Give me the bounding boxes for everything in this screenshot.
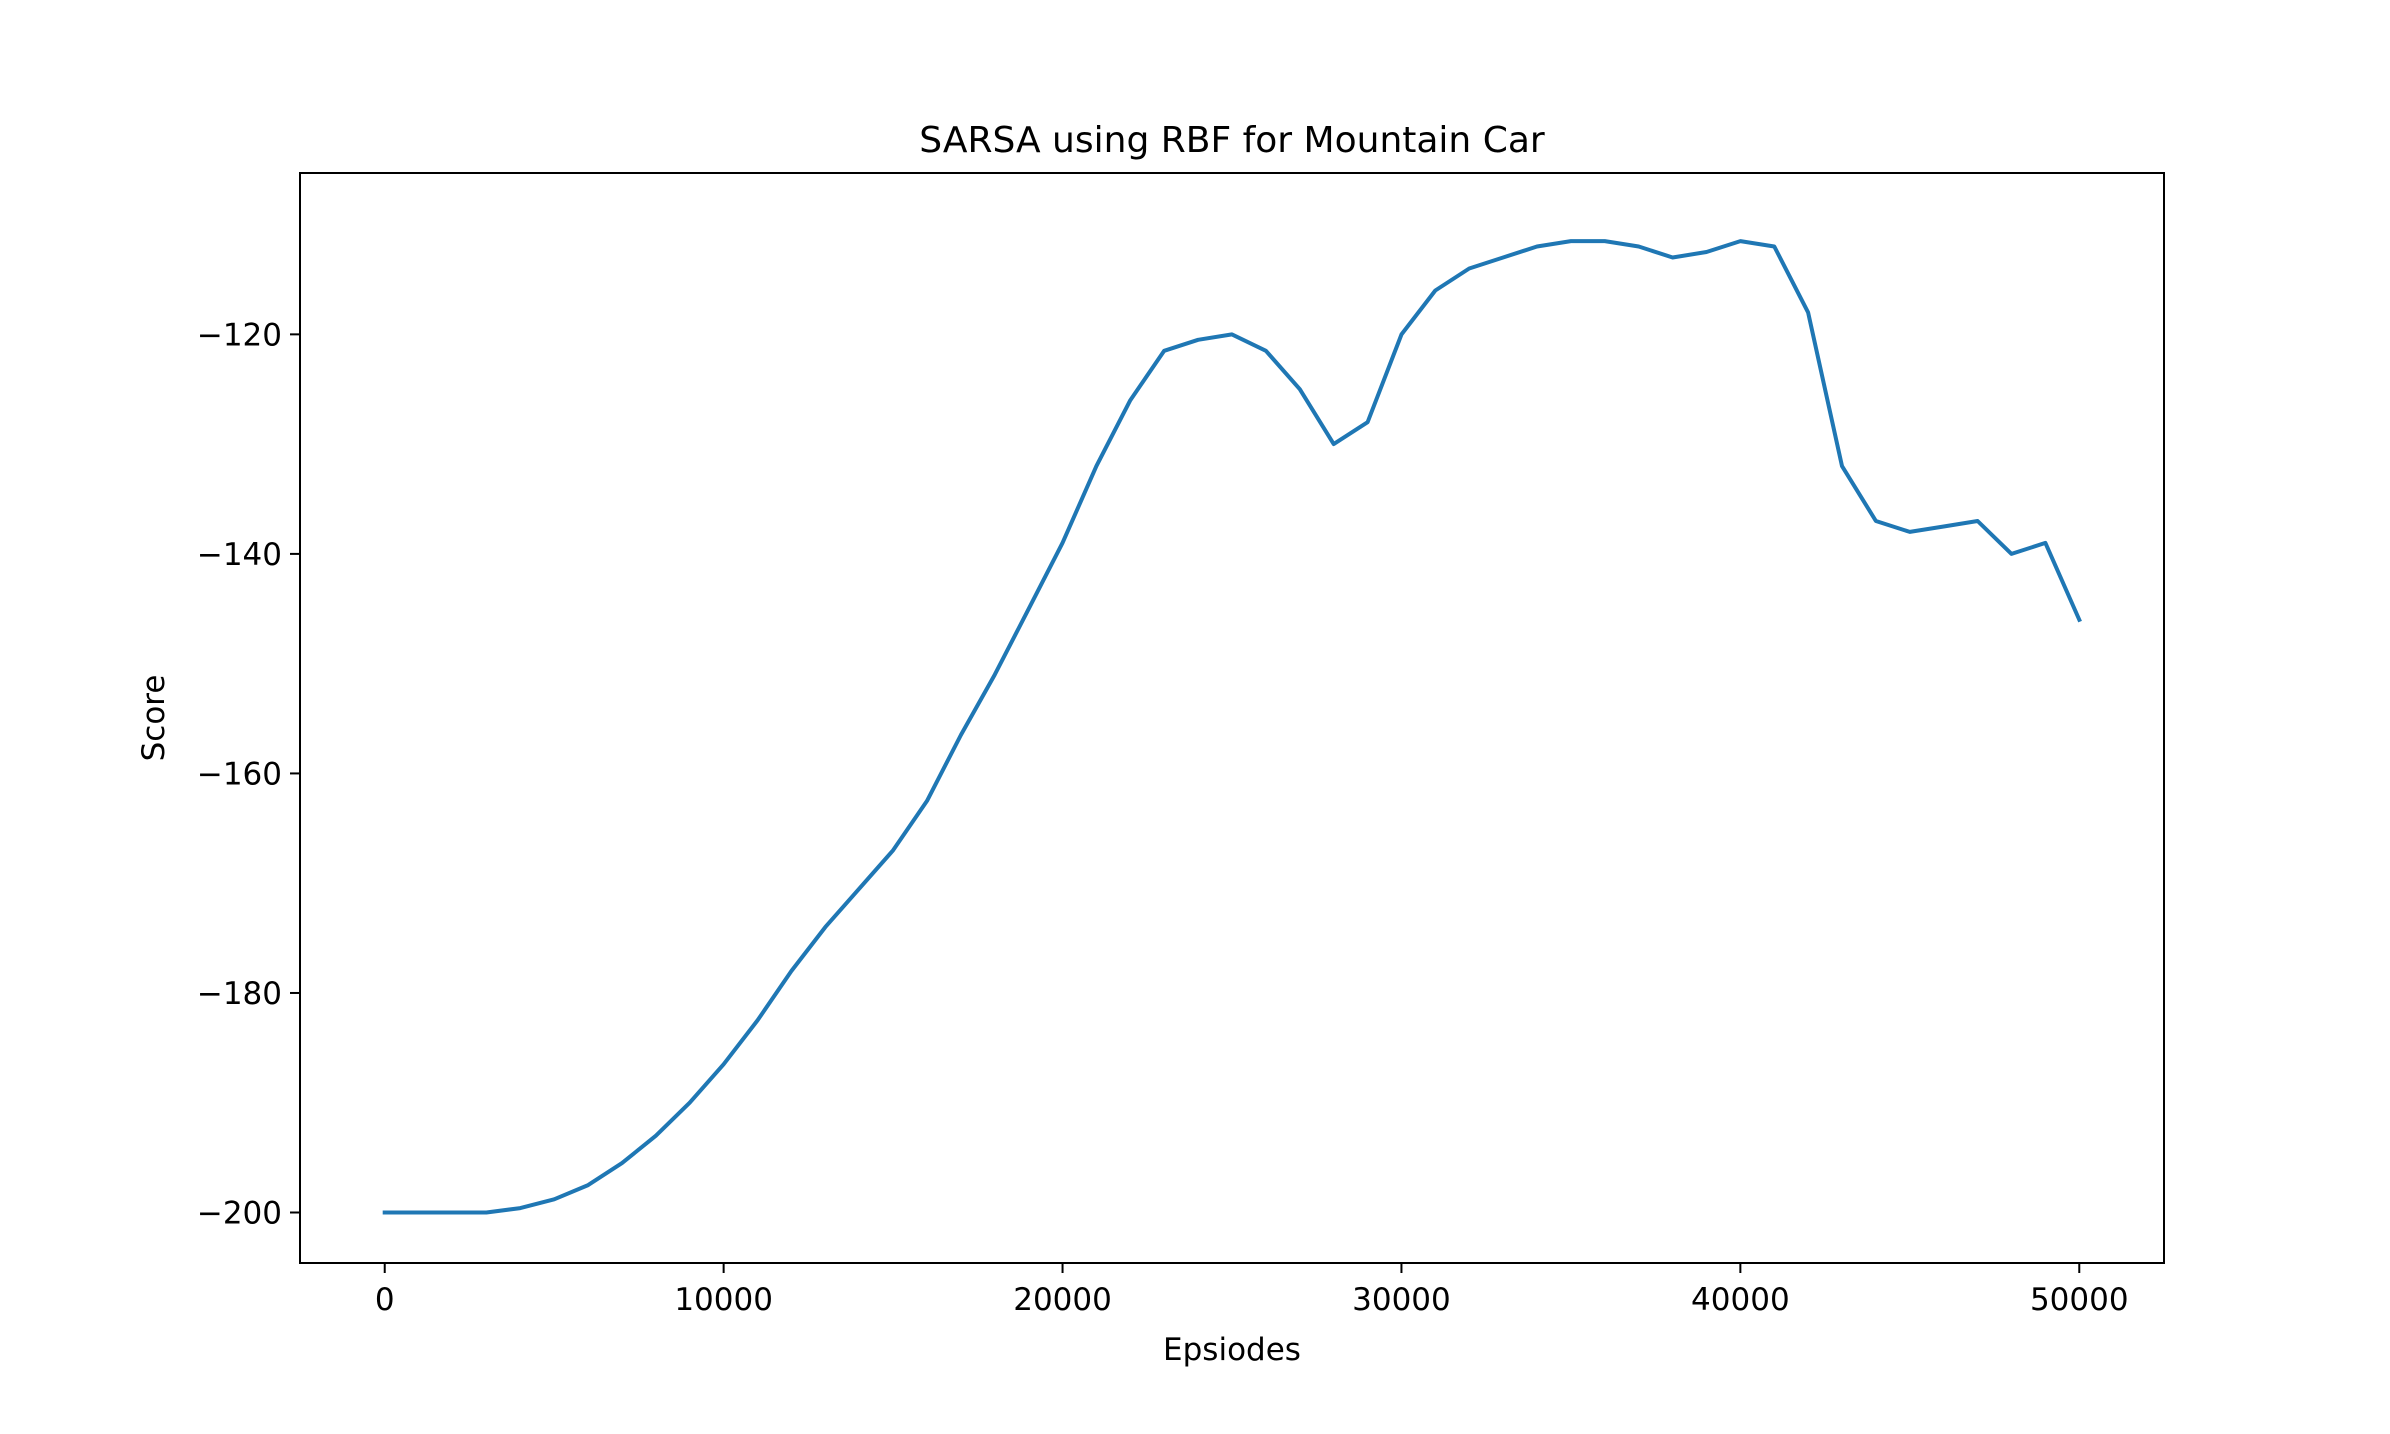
y-tick-label: −160 [197, 756, 282, 792]
plot-frame [299, 172, 2165, 1264]
x-tick-label: 50000 [2030, 1282, 2129, 1318]
y-axis-label: Score [136, 675, 172, 762]
x-axis-label: Epsiodes [1163, 1332, 1301, 1368]
series-line-0 [382, 239, 2082, 1215]
x-tick-label: 20000 [1013, 1282, 1112, 1318]
x-tick-label: 10000 [674, 1282, 773, 1318]
y-tick-label: −200 [197, 1196, 282, 1232]
y-tick-label: −180 [197, 976, 282, 1012]
y-tick-label: −140 [197, 537, 282, 573]
chart-title: SARSA using RBF for Mountain Car [919, 120, 1545, 161]
x-tick-label: 30000 [1352, 1282, 1451, 1318]
x-axis-ticks: 0 10000 20000 30000 40000 50000 [375, 1263, 2129, 1318]
y-tick-label: −120 [197, 317, 282, 353]
series-layer [382, 239, 2082, 1215]
x-tick-label: 40000 [1691, 1282, 1790, 1318]
y-axis-ticks: −200 −180 −160 −140 −120 [197, 317, 300, 1232]
x-tick-label: 0 [375, 1282, 395, 1318]
